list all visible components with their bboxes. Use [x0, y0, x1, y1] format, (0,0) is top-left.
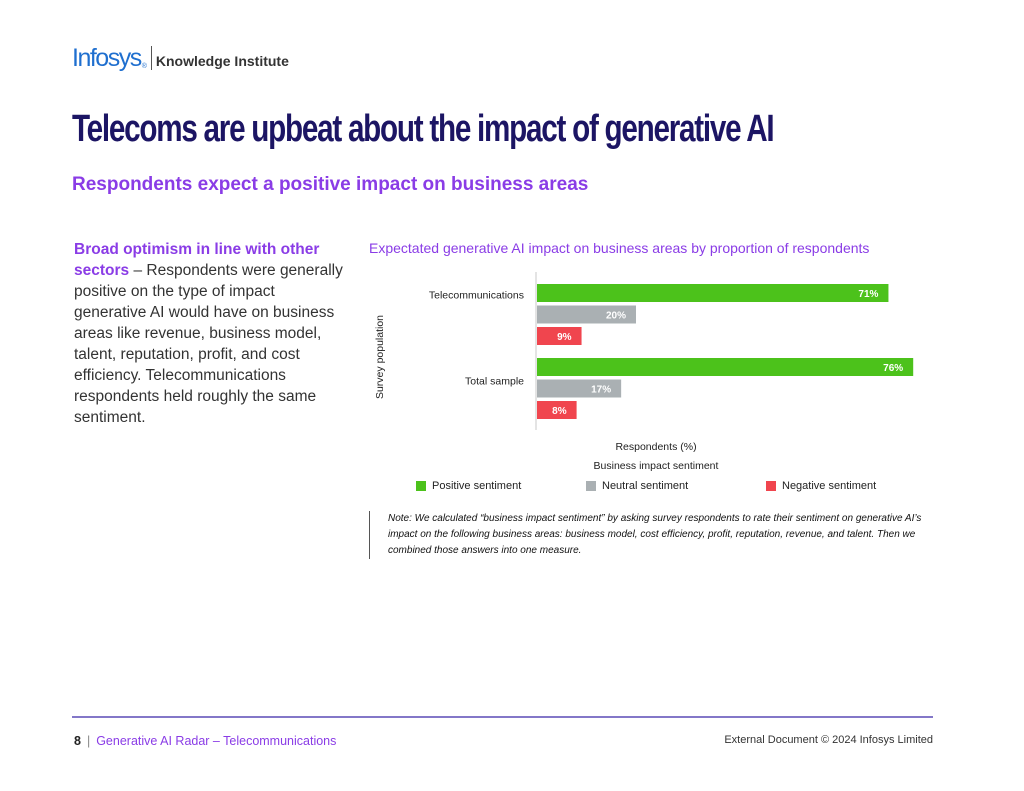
copyright: External Document © 2024 Infosys Limited	[724, 734, 933, 746]
legend-label-neutral: Neutral sentiment	[602, 480, 689, 492]
legend-label-positive: Positive sentiment	[432, 480, 522, 492]
data-label-negative-total-sample: 8%	[552, 406, 567, 417]
body-paragraph: Broad optimism in line with other sector…	[74, 239, 346, 428]
y-axis-label: Survey population	[374, 315, 386, 399]
data-label-neutral-telecommunications: 20%	[606, 311, 626, 322]
page-subtitle: Respondents expect a positive impact on …	[72, 174, 589, 195]
category-label-telecommunications: Telecommunications	[429, 290, 524, 302]
footer-divider	[72, 716, 933, 718]
registered-mark: ®	[141, 63, 147, 70]
legend-swatch-positive	[416, 481, 426, 491]
category-label-total-sample: Total sample	[465, 376, 524, 388]
data-label-positive-total-sample: 76%	[883, 363, 903, 374]
bar-positive-total-sample	[537, 358, 914, 376]
bar-negative-telecommunications	[537, 327, 582, 345]
x-axis-label: Respondents (%)	[615, 441, 696, 453]
logo-divider	[150, 46, 152, 70]
sentiment-bar-chart: Survey population 71% 20% 9% Telecommunicat…	[374, 272, 914, 472]
bar-neutral-telecommunications	[537, 305, 636, 324]
legend-swatch-neutral	[586, 481, 596, 491]
body-text: – Respondents were generally positive on…	[74, 262, 343, 426]
bar-neutral-total-sample	[537, 379, 622, 398]
sub-brand: Knowledge Institute	[155, 53, 289, 69]
legend-title: Business impact sentiment	[594, 460, 719, 472]
legend-item-negative: Negative sentiment	[766, 480, 876, 492]
page-number: 8	[74, 734, 81, 748]
footer-separator: |	[86, 734, 91, 748]
bar-negative-total-sample	[537, 401, 577, 419]
legend-label-negative: Negative sentiment	[782, 480, 877, 492]
footer-left: 8 | Generative AI Radar – Telecommunicatio…	[74, 734, 336, 748]
page-title: Telecoms are upbeat about the impact of …	[72, 108, 775, 150]
infosys-logo: Infosys ® Knowledge Institute	[72, 44, 289, 72]
data-label-positive-telecommunications: 71%	[858, 289, 878, 300]
bar-positive-telecommunications	[537, 284, 889, 302]
data-label-negative-telecommunications: 9%	[557, 332, 572, 343]
chart-legend: Positive sentiment Neutral sentiment Neg…	[0, 480, 1024, 496]
brand-name: Infosys	[72, 44, 142, 72]
document-title: Generative AI Radar – Telecommunications	[96, 734, 337, 748]
chart-title: Expectated generative AI impact on busin…	[369, 240, 870, 256]
legend-item-neutral: Neutral sentiment	[586, 480, 688, 492]
data-label-neutral-total-sample: 17%	[591, 385, 611, 396]
legend-item-positive: Positive sentiment	[416, 480, 521, 492]
legend-swatch-negative	[766, 481, 776, 491]
body-lead: Broad optimism in line with other sector…	[74, 241, 320, 279]
methodology-note: Note: We calculated “business impact sen…	[369, 511, 933, 559]
